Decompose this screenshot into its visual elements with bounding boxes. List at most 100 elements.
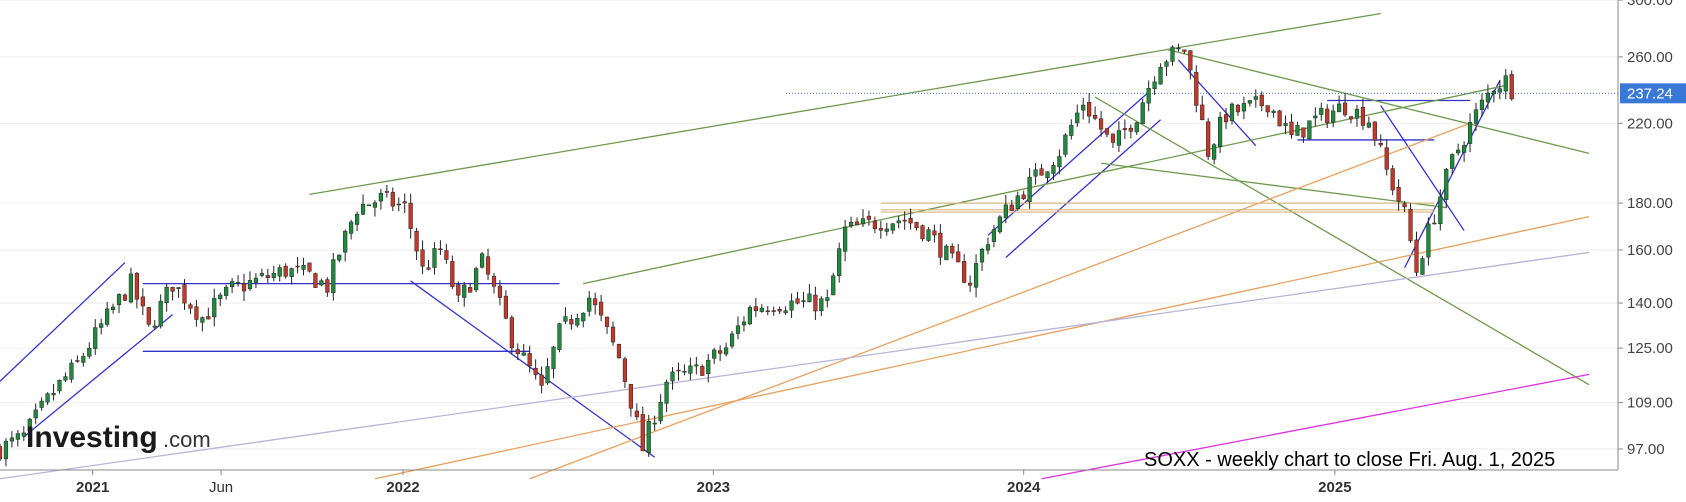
candle-up	[1473, 109, 1479, 124]
candle-up	[1081, 104, 1086, 111]
candle-down	[390, 192, 395, 207]
candle-down	[402, 201, 407, 204]
candle-up	[331, 259, 336, 294]
blue-trendline	[1005, 119, 1162, 258]
x-tick-label: Jun	[209, 479, 233, 496]
candle-up	[1479, 99, 1485, 110]
candle-up	[1420, 258, 1425, 275]
candle-down	[146, 307, 151, 325]
candle-up	[57, 379, 62, 392]
candle-up	[973, 263, 979, 288]
candle-up	[247, 280, 253, 290]
candle-up	[1319, 107, 1324, 115]
candle-down	[1128, 127, 1133, 132]
candle-up	[1241, 103, 1246, 112]
candle-up	[396, 203, 401, 206]
candle-down	[866, 215, 872, 220]
orange-trendline	[374, 215, 1590, 480]
magenta-trendline	[1041, 373, 1590, 480]
candle-up	[1027, 176, 1032, 202]
candle-layer	[0, 43, 1514, 467]
candle-up	[360, 203, 366, 215]
candle-up	[741, 321, 747, 326]
candle-down	[438, 248, 443, 251]
candle-up	[521, 352, 526, 356]
candle-up	[1253, 96, 1258, 100]
y-tick-label: 97.00	[1627, 441, 1665, 458]
candle-up	[563, 316, 568, 322]
candle-down	[610, 326, 616, 343]
x-tick-label: 2023	[697, 479, 730, 496]
y-tick-label: 260.00	[1627, 49, 1673, 66]
candle-down	[700, 366, 705, 376]
candle-down	[468, 287, 473, 293]
candle-down	[0, 446, 3, 460]
last-price-tag	[1620, 83, 1686, 104]
candle-up	[39, 400, 44, 408]
y-tick-label: 125.00	[1627, 340, 1673, 357]
candle-up	[1426, 223, 1431, 258]
candle-up	[271, 273, 276, 278]
candle-up	[1217, 116, 1223, 147]
candle-up	[128, 273, 134, 303]
candle-down	[485, 256, 491, 275]
candle-down	[1277, 110, 1282, 127]
green-trendline	[1100, 162, 1447, 209]
candle-up	[27, 418, 32, 432]
candle-down	[265, 275, 270, 278]
candle-up	[1045, 171, 1050, 178]
candle-down	[1289, 121, 1294, 135]
candle-down	[962, 261, 967, 283]
candle-down	[914, 222, 919, 229]
candle-up	[1229, 103, 1235, 121]
candle-down	[1110, 133, 1116, 143]
y-tick-label: 160.00	[1627, 242, 1673, 259]
blue-trendline	[1177, 59, 1257, 147]
candle-up	[706, 359, 711, 374]
candle-down	[1390, 168, 1395, 191]
candle-up	[51, 392, 56, 396]
candle-up	[1212, 144, 1217, 160]
candle-up	[366, 204, 372, 207]
candle-up	[21, 432, 26, 437]
candle-up	[724, 347, 729, 355]
candle-down	[384, 191, 389, 193]
candle-down	[1396, 187, 1401, 202]
y-tick-label: 220.00	[1627, 115, 1673, 132]
candle-down	[1087, 102, 1092, 117]
candle-up	[1331, 110, 1336, 123]
candle-up	[688, 365, 693, 374]
candle-up	[1295, 125, 1300, 136]
candle-down	[539, 374, 544, 386]
candle-down	[325, 279, 330, 293]
candle-up	[831, 275, 836, 296]
candle-down	[503, 295, 508, 319]
candle-up	[837, 248, 842, 276]
candle-up	[1051, 165, 1056, 174]
blue-trendline	[0, 262, 126, 382]
candle-up	[926, 229, 931, 241]
candle-up	[985, 244, 991, 251]
candle-down	[795, 298, 800, 304]
candle-down	[1235, 105, 1241, 113]
candle-down	[188, 304, 193, 309]
candle-up	[1271, 110, 1276, 113]
blue-trendline	[987, 91, 1150, 236]
candle-up	[87, 348, 92, 357]
candle-up	[289, 268, 294, 277]
candle-down	[878, 228, 883, 231]
candle-down	[908, 218, 913, 224]
candle-up	[372, 202, 378, 208]
orange-trendline	[529, 122, 1471, 480]
candle-down	[182, 284, 187, 304]
candle-up	[1075, 112, 1080, 124]
y-tick-label: 140.00	[1627, 295, 1673, 312]
candle-up	[944, 245, 949, 261]
candle-up	[301, 265, 306, 270]
candle-up	[1438, 196, 1443, 225]
candle-down	[1223, 114, 1229, 123]
candle-down	[122, 294, 128, 301]
candle-down	[515, 349, 520, 354]
candle-up	[116, 294, 122, 306]
y-tick-label: 109.00	[1627, 395, 1673, 412]
